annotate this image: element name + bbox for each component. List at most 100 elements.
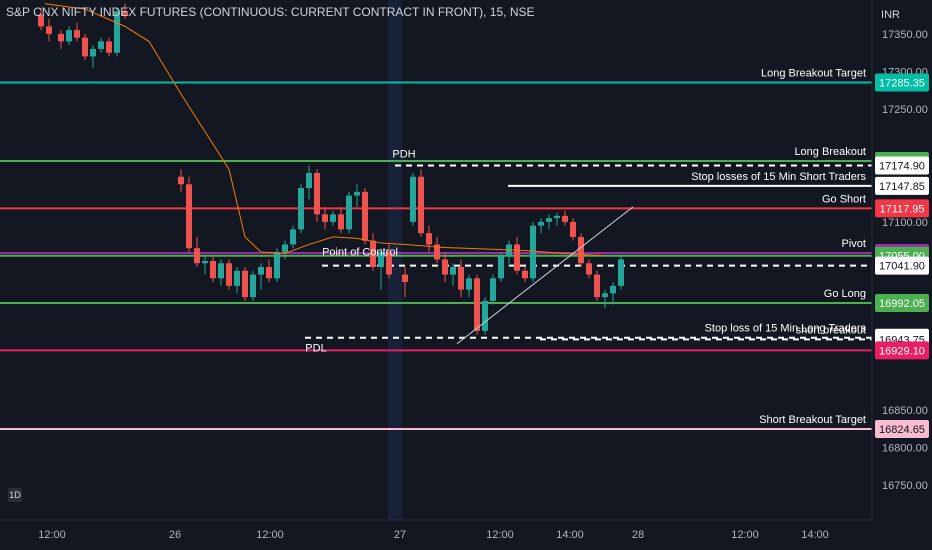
- y-tick-label: 16800.00: [882, 442, 928, 454]
- candle-body: [258, 267, 264, 275]
- candle-body: [82, 37, 88, 57]
- price-tag-bg: [875, 419, 929, 438]
- candle-body: [226, 263, 232, 286]
- y-tick-label: 17250.00: [882, 104, 928, 116]
- y-tick-label: 16850.00: [882, 405, 928, 417]
- x-tick-label: 12:00: [731, 529, 759, 541]
- candle-body: [338, 214, 344, 230]
- candle-body: [178, 176, 184, 185]
- annotation-0: PDH: [392, 149, 415, 161]
- candle-body: [362, 191, 368, 241]
- price-tag-2: 17174.90: [875, 156, 929, 175]
- candle-body: [210, 260, 216, 279]
- candle-body: [322, 214, 328, 222]
- candle-body: [386, 251, 392, 275]
- y-tick-label: 17350.00: [882, 29, 928, 41]
- price-tag-bg: [875, 294, 929, 313]
- candle-body: [426, 233, 432, 245]
- price-tags: 17285.3517180.9017174.9017147.8517117.95…: [875, 73, 929, 438]
- candle-body: [242, 270, 248, 298]
- candle-body: [594, 274, 600, 298]
- overlay-layer: PDH Point of Control PDL: [44, 3, 634, 355]
- candle-body: [354, 191, 360, 196]
- candle-body: [218, 263, 224, 279]
- candle-body: [610, 285, 616, 294]
- price-tag-bg: [875, 176, 929, 195]
- level-label-3: Stop losses of 15 Min Short Traders: [691, 171, 866, 183]
- x-tick-label: 14:00: [801, 529, 829, 541]
- candle-body: [330, 214, 336, 222]
- price-tag-0: 17285.35: [875, 73, 929, 92]
- x-tick-label: 27: [394, 529, 406, 541]
- candle-body: [122, 11, 128, 16]
- candle-body: [106, 41, 112, 53]
- candle-body: [370, 240, 376, 268]
- candle-body: [618, 259, 624, 286]
- price-axis[interactable]: 17350.0017300.0017250.0017100.0016850.00…: [882, 29, 928, 492]
- price-tag-text: 16992.05: [879, 298, 925, 310]
- level-label-8: Go Long: [824, 288, 866, 300]
- vwap-line: [44, 3, 606, 257]
- price-tag-text: 16824.65: [879, 424, 925, 436]
- candle-body: [578, 236, 584, 264]
- candle-body: [458, 267, 464, 290]
- x-tick-label: 12:00: [486, 529, 514, 541]
- candle-body: [602, 293, 608, 298]
- trendline: [456, 206, 634, 345]
- currency-label: INR: [881, 9, 900, 21]
- price-tag-bg: [875, 73, 929, 92]
- candle-body: [530, 225, 536, 279]
- candle-body: [66, 30, 72, 42]
- x-tick-label: 12:00: [38, 529, 66, 541]
- level-label-1: Long Breakout: [794, 146, 866, 158]
- y-tick-label: 16750.00: [882, 480, 928, 492]
- price-tag-bg: [875, 256, 929, 275]
- x-tick-label: 14:00: [556, 529, 584, 541]
- price-tag-text: 17041.90: [879, 261, 925, 273]
- candle-body: [434, 244, 440, 260]
- candle-body: [466, 278, 472, 290]
- price-tag-4: 17117.95: [875, 199, 929, 218]
- candle-body: [546, 218, 552, 222]
- interval-badge[interactable]: 1D: [8, 488, 22, 502]
- candle-body: [58, 33, 64, 42]
- candle-body: [314, 173, 320, 215]
- y-tick-label: 17100.00: [882, 217, 928, 229]
- candle-body: [562, 215, 568, 222]
- price-tag-text: 17147.85: [879, 181, 925, 193]
- candle-body: [114, 11, 120, 53]
- candle-body: [570, 221, 576, 237]
- candle-body: [282, 244, 288, 252]
- candle-body: [186, 184, 192, 249]
- level-label-4: Go Short: [822, 193, 866, 205]
- candle-body: [306, 173, 312, 189]
- candle-body: [378, 251, 384, 268]
- candle-body: [490, 278, 496, 301]
- price-tag-11: 16929.10: [875, 341, 929, 360]
- candle-body: [442, 259, 448, 275]
- candle-body: [250, 274, 256, 298]
- candle-body: [346, 195, 352, 230]
- candle-body: [410, 176, 416, 222]
- candle-body: [290, 229, 296, 245]
- price-tag-bg: [875, 156, 929, 175]
- candle-body: [38, 15, 44, 27]
- candle-body: [234, 270, 240, 286]
- candle-body: [586, 263, 592, 275]
- candle-body: [46, 26, 52, 34]
- candle-body: [450, 267, 456, 275]
- level-label-5: Pivot: [842, 238, 866, 250]
- candle-body: [514, 244, 520, 271]
- level-label-0: Long Breakout Target: [761, 68, 866, 80]
- candle-body: [498, 255, 504, 279]
- price-tag-text: 17117.95: [879, 203, 924, 215]
- price-tag-text: 16929.10: [879, 345, 925, 357]
- time-axis[interactable]: 12:00 26 12:00 27 12:00 14:00 28 12:00 14:00: [38, 529, 829, 541]
- levels-layer: Long Breakout Target Long Breakout Stop lo…: [0, 68, 872, 430]
- candle-body: [482, 300, 488, 331]
- price-tag-3: 17147.85: [875, 176, 929, 195]
- price-tag-7: 17041.90: [875, 256, 929, 275]
- candle-body: [522, 270, 528, 279]
- x-tick-label: 26: [169, 529, 181, 541]
